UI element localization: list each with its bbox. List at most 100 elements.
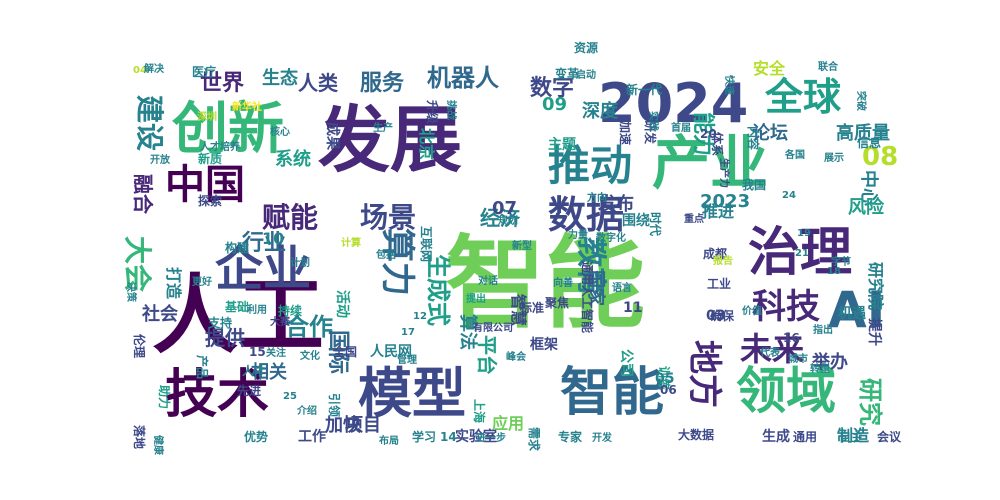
- cloud-word: 11: [623, 300, 642, 316]
- cloud-word: 数据: [548, 193, 624, 237]
- cloud-word: 落地: [132, 425, 147, 449]
- cloud-word: 数字化: [596, 231, 626, 244]
- cloud-word: 提出: [466, 292, 486, 305]
- cloud-word: 教育: [573, 237, 608, 297]
- cloud-word: 聚焦: [544, 295, 569, 310]
- cloud-word: 体系: [710, 132, 725, 156]
- cloud-word: 语言: [612, 281, 632, 294]
- cloud-word: 变革: [555, 66, 579, 81]
- cloud-word: 学习: [412, 429, 436, 444]
- cloud-word: 标准: [519, 300, 544, 315]
- cloud-word: 融合: [131, 174, 155, 215]
- cloud-word: 生成式: [424, 254, 452, 326]
- cloud-word: 解决: [144, 62, 165, 75]
- cloud-word: 利用: [247, 303, 267, 316]
- cloud-word: 人类: [298, 71, 338, 95]
- cloud-word: 提升: [866, 318, 883, 346]
- cloud-word: 持续: [278, 303, 302, 318]
- cloud-word: 布局: [379, 434, 399, 447]
- cloud-word: 文化: [300, 349, 320, 362]
- cloud-word: 国家: [585, 270, 607, 307]
- cloud-word: 06: [660, 383, 677, 397]
- cloud-word: 20: [700, 127, 717, 141]
- cloud-word: 产业: [652, 129, 768, 197]
- cloud-word: 城市: [788, 352, 808, 365]
- cloud-word: 时代: [648, 212, 663, 236]
- cloud-word: 经济: [480, 206, 521, 230]
- cloud-word: 报告: [713, 254, 733, 267]
- cloud-word: 助力: [157, 385, 172, 409]
- cloud-word: 峰会: [506, 350, 526, 363]
- cloud-word: 首届: [671, 121, 691, 134]
- cloud-word: 全球: [764, 75, 842, 119]
- cloud-word: 重点: [684, 212, 704, 225]
- cloud-word: 公司: [618, 349, 634, 377]
- cloud-word: 生成: [762, 428, 790, 445]
- cloud-word: 工业: [707, 276, 731, 291]
- cloud-word: 数字: [530, 75, 574, 101]
- cloud-word: 训练: [657, 366, 672, 390]
- cloud-word: 开发: [592, 431, 613, 444]
- cloud-word: 会议: [877, 429, 902, 444]
- cloud-word: 医疗: [192, 64, 216, 79]
- cloud-word: 算法: [457, 314, 479, 350]
- cloud-word: 系统: [275, 148, 311, 170]
- cloud-word: 信息: [857, 135, 881, 150]
- cloud-word: 全国: [332, 344, 357, 359]
- cloud-word: 相关: [251, 361, 287, 383]
- cloud-word: 主题: [548, 136, 577, 153]
- cloud-word: 支持: [207, 315, 232, 330]
- cloud-word: 发展: [318, 98, 462, 182]
- cloud-word: 企业: [215, 241, 311, 297]
- cloud-word: 指出: [813, 323, 833, 336]
- cloud-word: 新一代: [626, 82, 662, 97]
- cloud-word: 24: [782, 190, 796, 201]
- cloud-word: 建设: [133, 95, 166, 151]
- cloud-word: 论坛: [752, 122, 788, 144]
- cloud-word: AI: [828, 281, 885, 339]
- cloud-word: 举办: [811, 351, 848, 373]
- cloud-word: 实验室: [455, 428, 497, 445]
- cloud-word: 2024: [598, 72, 748, 135]
- cloud-word: 需求: [527, 427, 542, 452]
- cloud-word: 03: [706, 308, 725, 324]
- cloud-word: 通用: [793, 429, 817, 444]
- cloud-word: 引领: [327, 393, 342, 417]
- cloud-word: 我国: [742, 177, 766, 192]
- cloud-word: 打造: [164, 267, 183, 300]
- cloud-word: 快速: [723, 74, 736, 95]
- cloud-word: 确保: [710, 308, 735, 323]
- cloud-word: 升级: [425, 100, 440, 124]
- cloud-word: 方向: [587, 191, 607, 204]
- cloud-word: 向善: [553, 276, 573, 289]
- cloud-word: 项目: [345, 415, 381, 436]
- cloud-word: 基础: [224, 299, 249, 314]
- cloud-word: 地方: [684, 340, 724, 408]
- cloud-word: 人才培养: [200, 140, 241, 153]
- cloud-word: 09: [542, 94, 567, 115]
- cloud-word: 大数据: [678, 427, 714, 442]
- cloud-word: 社会: [142, 303, 178, 325]
- cloud-word: 25: [283, 391, 297, 402]
- cloud-word: 人民网: [370, 343, 412, 360]
- cloud-word: 安全: [753, 59, 786, 78]
- cloud-word: 治理: [748, 223, 852, 283]
- cloud-word: 08: [862, 142, 898, 172]
- cloud-word: 计划: [290, 256, 310, 269]
- cloud-word: 包括: [376, 248, 396, 261]
- cloud-word: 计算: [341, 236, 361, 249]
- cloud-word: 管理: [397, 353, 417, 366]
- cloud-word: 智能: [560, 363, 664, 423]
- cloud-word: 领域: [736, 362, 836, 420]
- cloud-word: 转型: [810, 362, 830, 375]
- cloud-word: 21: [795, 248, 809, 259]
- cloud-word: 14: [440, 430, 457, 444]
- cloud-word: 挑战: [445, 100, 458, 120]
- cloud-word: 算力: [377, 228, 417, 296]
- cloud-word: 提供: [205, 326, 245, 350]
- cloud-word: 机器人: [427, 64, 499, 92]
- cloud-word: 行业: [241, 230, 286, 256]
- cloud-word: 16: [783, 331, 800, 345]
- cloud-word: 联合: [818, 60, 839, 73]
- cloud-word: 北京: [417, 128, 436, 160]
